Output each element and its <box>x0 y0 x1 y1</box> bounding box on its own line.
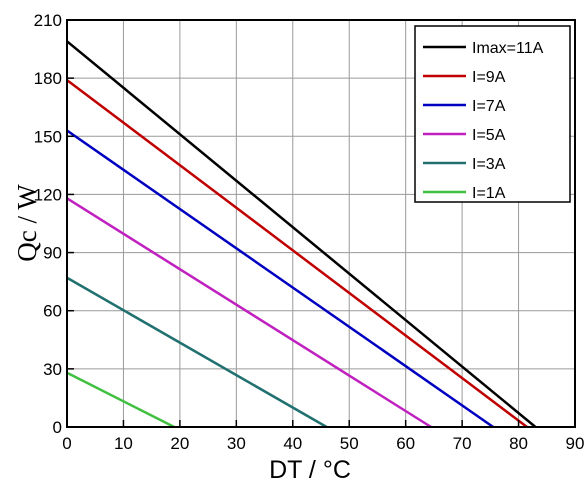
tick-labels: 0 10 20 30 40 50 60 70 80 90 0 30 60 90 120 150 180 210 <box>34 11 585 453</box>
x-tick-label: 90 <box>566 434 585 453</box>
legend-label: I=7A <box>472 98 506 115</box>
y-tick-label: 0 <box>53 418 62 437</box>
y-axis-label: Qc / W <box>12 184 42 262</box>
series-line <box>66 129 494 429</box>
legend-label: I=5A <box>472 127 506 144</box>
legend: Imax=11A I=9A I=7A I=5A I=3A I=1A <box>414 25 571 203</box>
x-tick-label: 80 <box>509 434 528 453</box>
series-lines <box>66 40 537 429</box>
x-tick-label: 50 <box>340 434 359 453</box>
series-line <box>66 197 432 429</box>
plot-frame <box>66 19 576 428</box>
legend-label: I=3A <box>472 156 506 173</box>
x-tick-label: 10 <box>114 434 133 453</box>
y-tick-label: 60 <box>43 302 62 321</box>
y-tick-label: 30 <box>43 360 62 379</box>
series-line <box>66 371 175 429</box>
legend-box <box>414 25 571 203</box>
series-line <box>66 79 528 428</box>
x-tick-label: 70 <box>453 434 472 453</box>
x-tick-label: 30 <box>227 434 246 453</box>
y-tick-label: 90 <box>43 244 62 263</box>
x-tick-label: 40 <box>283 434 302 453</box>
y-tick-label: 180 <box>34 69 62 88</box>
y-tick-label: 210 <box>34 11 62 30</box>
legend-label: I=9A <box>472 69 506 86</box>
x-tick-label: 60 <box>396 434 415 453</box>
ticks <box>66 19 576 428</box>
series-line <box>66 276 328 429</box>
legend-label: Imax=11A <box>472 40 544 57</box>
series-line <box>66 40 537 428</box>
x-tick-label: 20 <box>170 434 189 453</box>
x-tick-label: 0 <box>62 434 71 453</box>
x-axis-label: DT / °C <box>269 456 351 484</box>
y-tick-label: 120 <box>34 185 62 204</box>
y-tick-label: 150 <box>34 127 62 146</box>
legend-label: I=1A <box>472 185 506 202</box>
